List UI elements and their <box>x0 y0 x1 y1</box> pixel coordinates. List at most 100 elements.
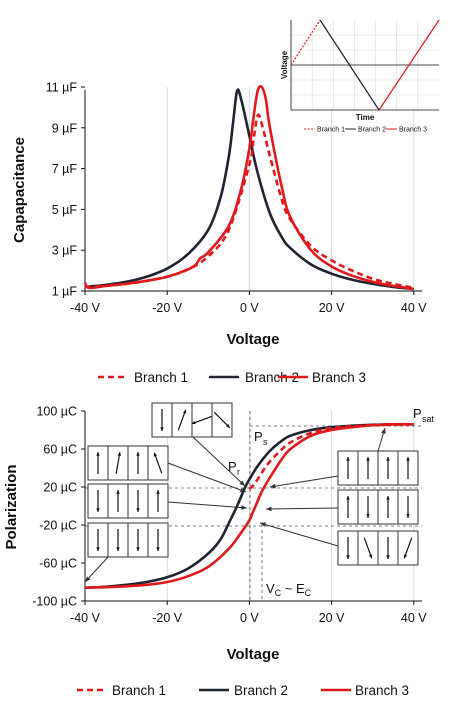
pol-series-branch1 <box>248 423 414 490</box>
domain-box-top-center-arrow-1 <box>177 409 187 431</box>
pol-series-branch2 <box>84 422 414 589</box>
pol-ytick-label-0: -100 µC <box>32 595 77 609</box>
pr-subscript: r <box>237 467 240 477</box>
arrow-left-bottom <box>84 556 109 583</box>
domain-box-left-bottom-arrowhead-3 <box>156 547 160 551</box>
cap-xtick-label-1: -20 V <box>152 301 183 315</box>
domain-box-right-top-arrowhead-3 <box>406 457 410 461</box>
domain-box-right-bottom-arrow-1 <box>363 537 373 559</box>
cap-series-branch2 <box>84 88 414 291</box>
voltage-time-inset: Voltage Time Branch 1 Branch 2 Branch 3 <box>280 19 440 134</box>
domain-box-top-center <box>151 402 233 438</box>
capacitance-x-label: Voltage <box>226 331 279 348</box>
arrow-right-bottom <box>259 522 339 547</box>
domain-box-right-bottom-arrowhead-0 <box>346 555 350 559</box>
arrow-left-bottom-head <box>85 576 91 582</box>
inset-legend-label-2: Branch 2 <box>358 127 386 134</box>
annotation-psat: P sat <box>413 406 435 424</box>
capacitance-chart: 1 µF 3 µF 5 µF 7 µF 9 µF 11 µF -40 V -20 V 0 V 2… <box>11 81 427 349</box>
domain-box-left-top-arrowhead-3 <box>153 452 158 457</box>
annotation-vc: VC ~ EC <box>266 581 312 598</box>
domain-box-left-bottom <box>87 522 169 558</box>
arrow-right-top-head <box>270 483 276 489</box>
domain-box-left-mid-arrowhead-3 <box>156 490 160 494</box>
pol-ytick-label-5: 100 µC <box>36 405 77 419</box>
pol-ytick-label-4: 60 µC <box>43 443 77 457</box>
capacitance-y-ticks: 1 µF 3 µF 5 µF 7 µF 9 µF 11 µF <box>46 81 85 299</box>
pr-label: P <box>228 459 237 474</box>
arrow-top-center-head <box>239 480 245 486</box>
ps-subscript: s <box>263 437 268 447</box>
arrow-right-psat-head <box>381 428 386 434</box>
domain-box-top-center-arrowhead-0 <box>160 427 164 431</box>
domain-box-right-bottom-arrowhead-2 <box>386 555 390 559</box>
cap-ytick-label-2: 5 µF <box>52 203 78 217</box>
inset-x-label: Time <box>356 113 375 122</box>
cap-xtick-label-4: 40 V <box>401 301 427 315</box>
domain-box-right-top-arrowhead-1 <box>366 457 370 461</box>
arrow-right-top <box>269 475 339 488</box>
arrow-top-center <box>192 436 246 487</box>
capacitance-x-ticks: -40 V -20 V 0 V 20 V 40 V <box>70 291 427 315</box>
domain-box-right-top-arrowhead-0 <box>346 457 350 461</box>
domain-box-left-bottom-arrowhead-2 <box>136 547 140 551</box>
annotation-pr: P r <box>228 459 240 477</box>
inset-legend-label-1: Branch 1 <box>317 127 345 134</box>
psat-subscript: sat <box>422 414 435 424</box>
domain-box-left-mid <box>87 483 169 519</box>
cap-series-branch1 <box>84 113 415 290</box>
polarization-y-ticks: -100 µC -60 µC -20 µC 20 µC 60 µC 100 µC <box>32 405 85 609</box>
domain-box-left-top <box>87 445 169 481</box>
polarization-series <box>84 422 414 589</box>
domain-box-left-top-arrowhead-0 <box>96 452 100 456</box>
domain-box-left-mid-arrowhead-1 <box>116 490 120 494</box>
pol-ytick-label-3: 20 µC <box>43 481 77 495</box>
domain-box-right-mid-arrowhead-1 <box>366 514 370 518</box>
domain-box-left-top-arrowhead-2 <box>136 452 140 456</box>
domain-box-right-bottom-arrowhead-3 <box>403 554 408 559</box>
ps-label: P <box>254 429 263 444</box>
cap-ytick-label-1: 3 µF <box>52 244 78 258</box>
domain-box-right-mid-arrowhead-0 <box>346 496 350 500</box>
domain-box-left-bottom-arrowhead-0 <box>96 547 100 551</box>
inset-branch-3 <box>378 19 440 111</box>
legend1-label-branch3: Branch 3 <box>312 370 366 385</box>
domain-box-left-bottom-arrowhead-1 <box>116 547 120 551</box>
annotation-ps: P s <box>254 429 268 447</box>
cap-ytick-label-4: 9 µF <box>52 121 78 135</box>
legend1-label-branch1: Branch 1 <box>134 370 188 385</box>
cap-ytick-label-0: 1 µF <box>52 285 78 299</box>
cap-xtick-label-0: -40 V <box>70 301 101 315</box>
vc-label: VC ~ EC <box>266 581 312 598</box>
cap-xtick-label-2: 0 V <box>240 301 259 315</box>
domain-box-left-top-arrow-1 <box>115 452 121 474</box>
legend2-label-branch1: Branch 1 <box>112 683 166 698</box>
pol-xtick-label-3: 20 V <box>319 611 345 625</box>
legend2-label-branch2: Branch 2 <box>234 683 288 698</box>
pol-ytick-label-1: -60 µC <box>39 557 77 571</box>
cap-xtick-label-3: 20 V <box>319 301 345 315</box>
pol-xtick-label-1: -20 V <box>152 611 183 625</box>
legend2-label-branch3: Branch 3 <box>355 683 409 698</box>
domain-box-right-bottom-arrow-3 <box>403 537 413 559</box>
domain-box-right-top-arrowhead-2 <box>386 457 390 461</box>
arrow-right-mid <box>265 507 339 510</box>
polarization-chart: -100 µC -60 µC -20 µC 20 µC 60 µC 100 µC -40 … <box>3 402 435 663</box>
cap-ytick-label-5: 11 µF <box>46 81 78 95</box>
domain-box-right-bottom <box>337 530 419 566</box>
domain-box-left-mid-arrowhead-0 <box>96 508 100 512</box>
arrow-left-mid <box>167 501 248 509</box>
domain-box-top-center-arrowhead-2 <box>191 420 196 425</box>
cap-ytick-label-3: 7 µF <box>52 162 78 176</box>
pol-ytick-label-2: -20 µC <box>39 519 77 533</box>
domain-box-left-mid-arrowhead-2 <box>136 508 140 512</box>
psat-label: P <box>413 406 422 421</box>
inset-legend: Branch 1 Branch 2 Branch 3 <box>304 127 427 134</box>
capacitance-series <box>83 85 415 291</box>
domain-box-left-top-arrow-3 <box>153 452 163 474</box>
polarization-y-label: Polarization <box>3 464 20 549</box>
arrow-right-bottom-head <box>260 522 266 527</box>
polarization-x-ticks: -40 V -20 V 0 V 20 V 40 V <box>70 601 427 625</box>
domain-box-right-bottom-arrowhead-1 <box>368 554 373 559</box>
domain-box-right-mid-arrowhead-3 <box>406 514 410 518</box>
